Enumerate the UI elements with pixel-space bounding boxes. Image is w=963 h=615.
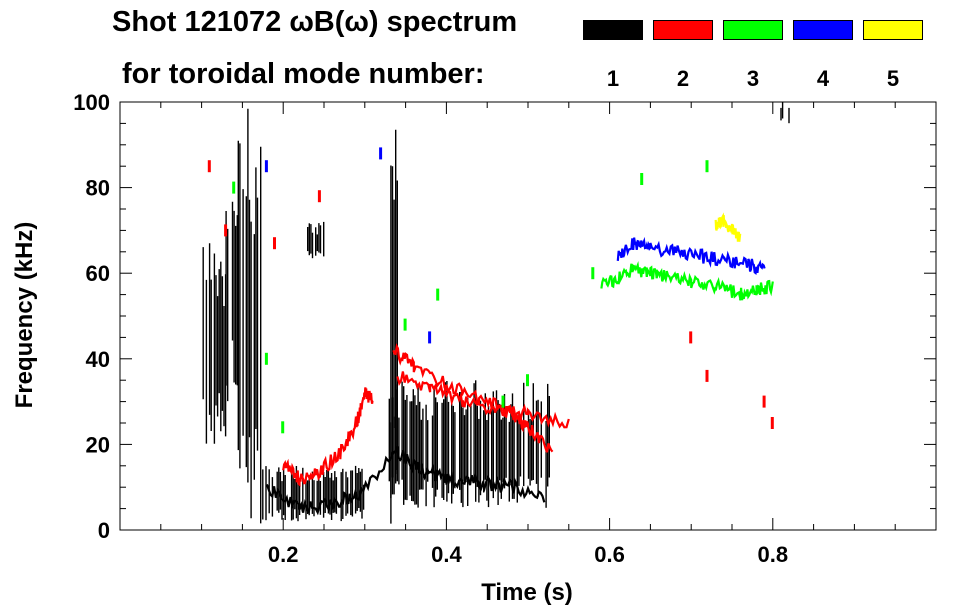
y-tick-label: 20 (86, 432, 110, 457)
legend-label-mode-2: 2 (676, 66, 690, 91)
x-tick-label: 0.4 (431, 542, 462, 567)
mode-4-spot (379, 147, 383, 160)
mode-2-spot (207, 160, 211, 173)
mode-5-ridge (714, 212, 742, 242)
mode-3-spot (281, 421, 285, 434)
chart-subtitle: for toroidal mode number: (122, 58, 485, 90)
mode-3-spot (403, 318, 407, 331)
legend-swatch-mode-1 (583, 20, 643, 40)
series-mode-1 (202, 102, 790, 524)
y-tick-label: 100 (73, 90, 110, 115)
series-mode-5 (714, 212, 742, 242)
legend-swatch-mode-5 (863, 20, 923, 40)
legend-label-mode-3: 3 (746, 66, 760, 91)
mode-2-spot (273, 237, 276, 250)
mode-2-spot (224, 224, 228, 237)
mode-1-ridge (265, 446, 546, 516)
mode-4-ridge (616, 236, 766, 276)
axis-ticks: 0.2 0.4 0.6 0.8 0 20 40 60 80 100 (73, 90, 936, 567)
mode-3-spot (705, 160, 709, 173)
mode-2-ridge2 (392, 342, 554, 453)
mode-2-ridge (282, 387, 374, 487)
mode-3-spot (232, 181, 236, 194)
legend-swatch-mode-4 (793, 20, 853, 40)
mode-4-spot (428, 331, 432, 344)
y-tick-label: 60 (86, 261, 110, 286)
mode-2-spot (770, 417, 774, 429)
legend-label-mode-5: 5 (886, 66, 900, 91)
chart-title: Shot 121072 ωB(ω) spectrum (112, 6, 518, 38)
mode-4-spot (264, 160, 268, 173)
x-tick-label: 0.8 (758, 542, 789, 567)
series-mode-3 (232, 160, 774, 434)
y-tick-label: 40 (86, 347, 110, 372)
mode-3-spot (526, 374, 529, 387)
mode-3-ridge (600, 261, 774, 301)
mode-3-spot (640, 173, 644, 185)
legend-label-mode-1: 1 (606, 66, 620, 91)
x-axis-label: Time (s) (481, 579, 573, 606)
spectrum-marks (202, 102, 790, 524)
x-tick-label: 0.6 (594, 542, 625, 567)
y-axis-label: Frequency (kHz) (11, 222, 38, 409)
series-mode-4 (264, 147, 766, 344)
legend-label-mode-4: 4 (816, 66, 830, 91)
legend-swatch-mode-2 (653, 20, 713, 40)
mode-2-ridge3 (396, 371, 570, 429)
mode-3-spot (436, 288, 440, 301)
y-tick-label: 80 (86, 176, 110, 201)
mode-3-spot (264, 352, 268, 365)
y-tick-label: 0 (98, 518, 110, 543)
legend-swatch-mode-3 (723, 20, 783, 40)
series-mode-2 (207, 160, 774, 487)
mode-2-spot (317, 190, 321, 203)
mode-2-spot (705, 369, 709, 382)
mode-3-spot (501, 395, 505, 408)
mode-3-spot (591, 267, 595, 280)
mode-2-spot (762, 395, 766, 408)
mode-2-spot (689, 331, 693, 344)
x-tick-label: 0.2 (268, 542, 299, 567)
